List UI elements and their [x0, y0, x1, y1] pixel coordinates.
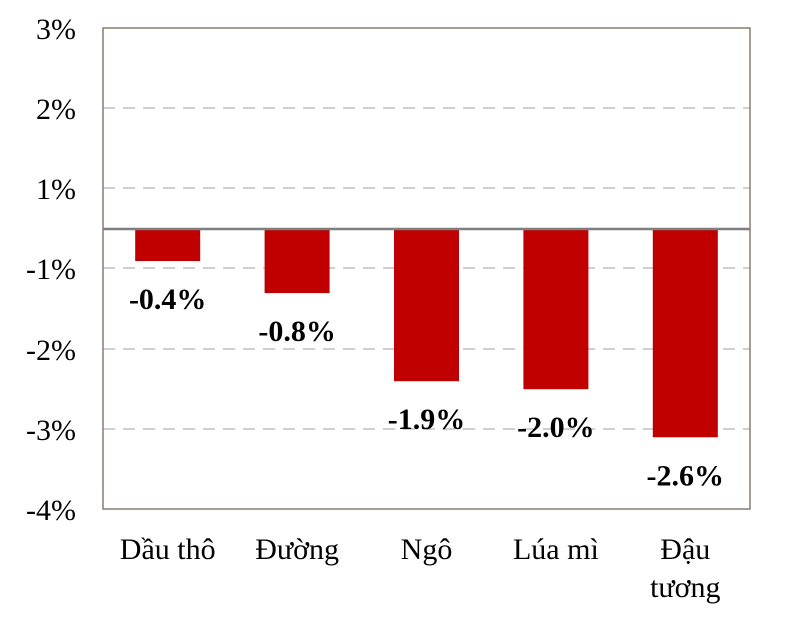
y-tick-label: 2% [36, 93, 76, 126]
bar [394, 229, 459, 382]
plot-area-frame [102, 27, 751, 510]
y-axis-tick-labels: 3% 2% 1% -1% -2% -3% -4% [26, 13, 76, 527]
y-tick-label: -3% [26, 414, 76, 447]
bar [652, 229, 718, 438]
data-label: -0.4% [129, 283, 207, 316]
data-labels: -0.4% -0.8% -1.9% -2.0% -2.6% [129, 283, 724, 492]
y-tick-label: -2% [26, 334, 76, 367]
y-tick-label: 1% [36, 173, 76, 206]
y-tick-label: 3% [36, 13, 76, 46]
category-label: Đậu [660, 533, 710, 566]
x-axis-category-labels: Dầu thô Đường Ngô Lúa mì Đậu tương [120, 533, 721, 604]
data-label: -2.6% [647, 459, 725, 492]
data-label: -0.8% [258, 315, 336, 348]
bar [523, 229, 589, 390]
category-label: Ngô [401, 533, 453, 566]
data-label: -1.9% [388, 403, 466, 436]
category-label: Đường [255, 533, 339, 566]
y-tick-label: -4% [26, 494, 76, 527]
bars [135, 229, 718, 438]
data-label: -2.0% [517, 411, 595, 444]
category-label: Dầu thô [120, 533, 216, 566]
bar [264, 229, 330, 294]
y-tick-label: -1% [26, 253, 76, 286]
category-label: tương [650, 571, 720, 604]
bar [135, 229, 201, 262]
category-label: Lúa mì [513, 533, 599, 566]
